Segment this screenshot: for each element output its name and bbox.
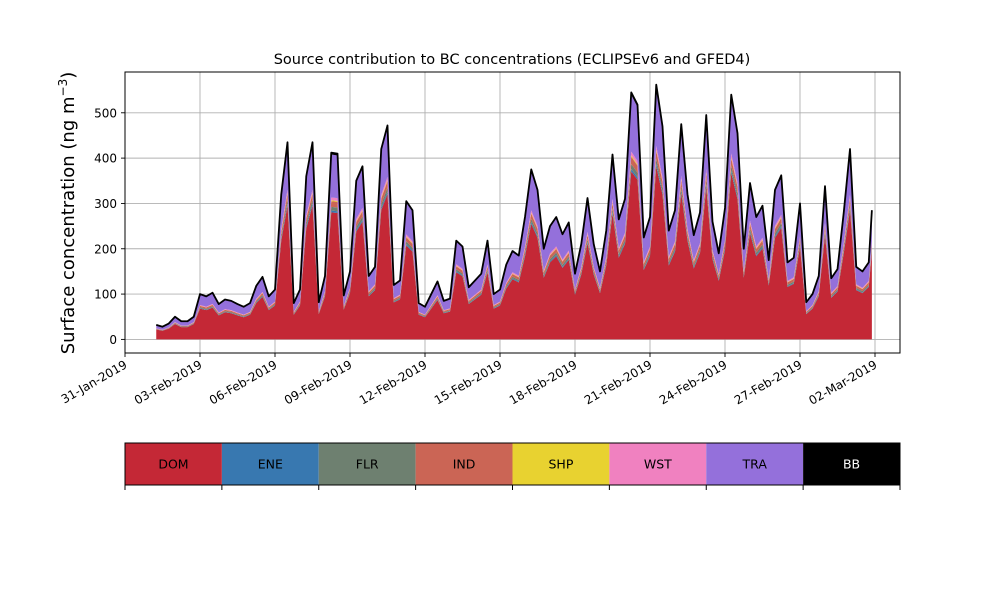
legend-label-ene: ENE [258, 457, 283, 472]
legend-swatch-ene [221, 443, 319, 485]
y-axis-label: Surface concentration (ng m−3) [56, 72, 79, 355]
x-tick-label: 06-Feb-2019 [207, 357, 280, 407]
legend-swatch-tra [706, 443, 804, 485]
total-line [155, 83, 873, 328]
legend-label-flr: FLR [356, 457, 379, 472]
x-tick-label: 09-Feb-2019 [282, 357, 355, 407]
legend-swatch-bb [803, 443, 900, 485]
y-tick-label: 300 [94, 197, 117, 211]
x-tick-label: 02-Mar-2019 [806, 357, 879, 407]
legend-label-bb: BB [843, 457, 860, 472]
legend-swatch-dom [125, 443, 222, 485]
x-tick-label: 31-Jan-2019 [59, 357, 130, 406]
chart-title: Source contribution to BC concentrations… [274, 52, 751, 68]
stacked-areas [155, 83, 873, 340]
legend: DOM ENE FLR IND SHP WST TRA BB [124, 442, 901, 490]
legend-swatch-ind [415, 443, 513, 485]
x-tick-label: 12-Feb-2019 [357, 357, 430, 407]
area-tra [156, 87, 872, 330]
y-axis-label-exponent: −3 [56, 79, 70, 97]
area-dom [156, 166, 872, 340]
x-tick-label: 24-Feb-2019 [657, 357, 730, 407]
legend-label-ind: IND [453, 457, 476, 472]
x-tick-label: 03-Feb-2019 [132, 357, 205, 407]
legend-swatch-flr [318, 443, 416, 485]
legend-label-wst: WST [644, 457, 672, 472]
legend-label-shp: SHP [549, 457, 574, 472]
legend-label-dom: DOM [158, 457, 188, 472]
y-tick-label: 500 [94, 106, 117, 120]
y-tick-label: 100 [94, 288, 117, 302]
x-tick-label: 27-Feb-2019 [732, 357, 805, 407]
legend-swatch-wst [609, 443, 707, 485]
legend-label-tra: TRA [742, 457, 768, 472]
plot-border [124, 71, 901, 354]
x-tick-label: 18-Feb-2019 [507, 357, 580, 407]
y-tick-label: 200 [94, 242, 117, 256]
plot-frame [124, 71, 901, 354]
legend-swatch-shp [512, 443, 610, 485]
y-tick-label: 400 [94, 152, 117, 166]
x-tick-label: 15-Feb-2019 [432, 357, 505, 407]
x-tick-label: 21-Feb-2019 [582, 357, 655, 407]
y-tick-label: 0 [109, 333, 117, 347]
